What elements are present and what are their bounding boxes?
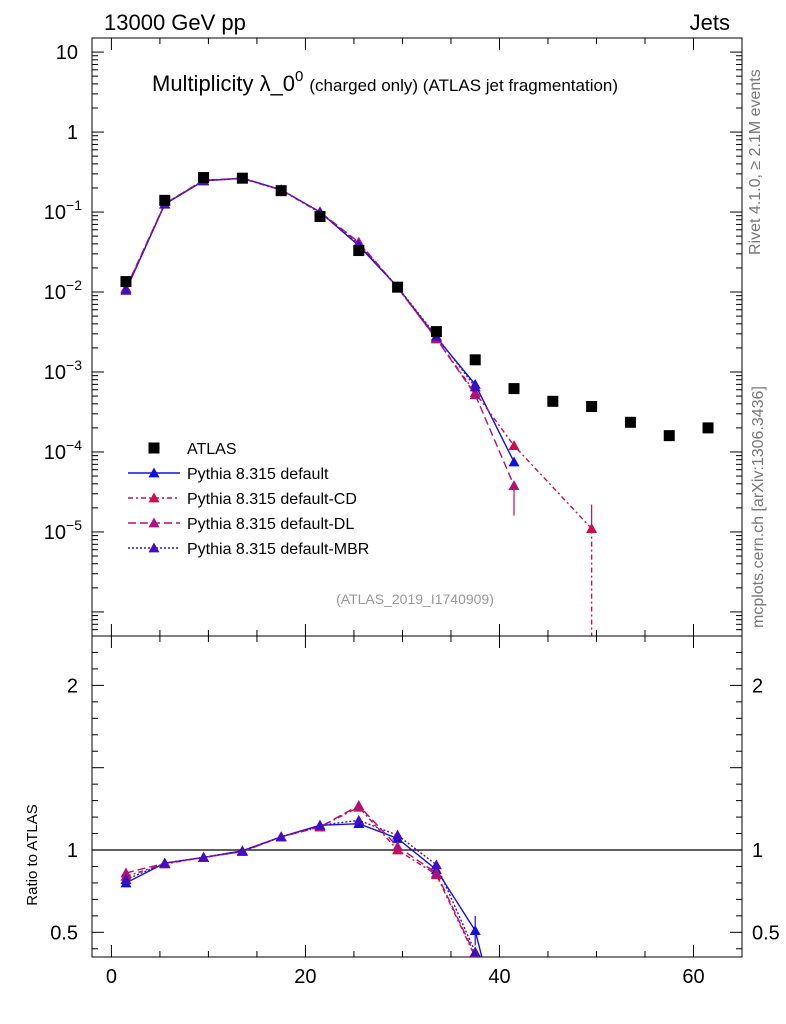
series-2-ratio-point — [392, 841, 404, 852]
series-3-ratio-point — [353, 814, 365, 825]
legend-marker — [148, 467, 160, 478]
atlas-data-point — [392, 281, 404, 293]
header-left: 13000 GeV pp — [104, 10, 246, 35]
analysis-id: (ATLAS_2019_I1740909) — [336, 591, 494, 607]
series-3-ratio-point — [159, 857, 171, 868]
ratio-y-tick-label: 2 — [67, 675, 78, 697]
series-3-ratio-point — [469, 946, 481, 957]
y-tick-exponent: −4 — [66, 437, 82, 453]
main-y-tick-label: 10−5 — [44, 517, 82, 544]
ratio-plot-area — [120, 800, 483, 957]
series-3-ratio-point — [198, 851, 210, 862]
ratio-frame — [91, 635, 743, 958]
legend-label: Pythia 8.315 default-DL — [187, 516, 354, 533]
main-y-tick-label: 10−1 — [44, 197, 82, 224]
atlas-data-point — [547, 395, 559, 407]
ratio-y-tick-label-right: 0.5 — [752, 922, 780, 944]
series-3-ratio-line — [125, 819, 479, 957]
y-tick-exponent: −5 — [66, 517, 82, 533]
atlas-data-point — [702, 422, 714, 434]
y-tick-base: 1 — [67, 122, 78, 144]
atlas-data-point — [469, 354, 481, 366]
atlas-data-point — [508, 383, 520, 395]
series-2-ratio-line — [125, 804, 477, 957]
atlas-data-point — [353, 245, 365, 257]
ratio-y-tick-label-right: 2 — [752, 675, 763, 697]
series-3-point — [120, 284, 132, 295]
chart-title-main: Multiplicity λ_0 — [152, 71, 295, 96]
series-0-ratio-line — [125, 822, 483, 957]
legend-marker-atlas — [148, 442, 160, 454]
atlas-data-point — [275, 185, 287, 197]
main-y-tick-label: 10−2 — [44, 277, 82, 304]
atlas-data-point — [120, 276, 132, 288]
legend-label: Pythia 8.315 default-CD — [187, 491, 357, 508]
main-plot-area — [120, 172, 714, 636]
series-2-line — [125, 177, 515, 486]
mcplots-label: mcplots.cern.ch [arXiv:1306.3436] — [750, 386, 767, 628]
series-3-ratio-point — [275, 831, 287, 842]
y-tick-base: 10 — [44, 362, 66, 384]
y-tick-base: 10 — [44, 202, 66, 224]
atlas-data-point — [430, 326, 442, 338]
main-y-tick-label: 1 — [67, 122, 78, 144]
series-3-ratio-point — [314, 819, 326, 830]
legend-marker — [148, 517, 160, 528]
atlas-data-point — [198, 172, 210, 184]
rivet-version-label: Rivet 4.1.0, ≥ 2.1M events — [747, 69, 764, 255]
series-3-line — [125, 177, 476, 388]
series-2-point — [469, 389, 481, 400]
main-y-tick-label: 10−3 — [44, 357, 82, 384]
series-0-point — [508, 456, 520, 467]
y-tick-base: 10 — [44, 442, 66, 464]
legend-marker — [148, 542, 160, 553]
ratio-ylabel: Ratio to ATLAS — [24, 804, 41, 905]
x-tick-label: 40 — [488, 966, 510, 988]
legend-label: Pythia 8.315 default — [187, 466, 329, 483]
series-3-point — [469, 381, 481, 392]
atlas-data-point — [236, 172, 248, 184]
chart-title-suffix: (charged only) (ATLAS jet fragmentation) — [309, 76, 618, 95]
series-2-point — [508, 480, 520, 490]
series-2-ratio-point — [430, 867, 442, 878]
main-y-tick-label: 10−4 — [44, 437, 82, 464]
legend-marker — [148, 492, 160, 503]
main-y-tick-label: 10 — [56, 42, 78, 64]
series-1-ratio-line — [125, 806, 477, 957]
series-2-ratio-point — [120, 867, 132, 878]
header-right: Jets — [690, 10, 730, 35]
legend-label: ATLAS — [187, 441, 237, 458]
atlas-data-point — [159, 194, 171, 206]
x-tick-label: 20 — [294, 966, 316, 988]
chart-title: Multiplicity λ_00 (charged only) (ATLAS j… — [152, 68, 618, 96]
y-tick-base: 10 — [44, 282, 66, 304]
legend: ATLAS Pythia 8.315 default Pythia 8.315 de… — [128, 441, 369, 558]
atlas-data-point — [586, 401, 598, 413]
ratio-y-tick-label: 1 — [67, 840, 78, 862]
y-tick-exponent: −2 — [66, 277, 82, 293]
y-tick-base: 10 — [56, 42, 78, 64]
series-3-ratio-point — [236, 845, 248, 856]
series-3-ratio-point — [430, 859, 442, 870]
ratio-panel: 0 20 40 60 2 2 1 1 0.5 0.5 — [50, 635, 780, 988]
series-3-ratio-point — [392, 829, 404, 840]
series-3-ratio-point — [120, 874, 132, 885]
legend-label: Pythia 8.315 default-MBR — [187, 541, 369, 558]
atlas-data-point — [624, 416, 636, 428]
series-2-ratio-point — [353, 800, 365, 810]
atlas-data-point — [663, 430, 675, 442]
y-tick-base: 10 — [44, 522, 66, 544]
atlas-data-point — [314, 210, 326, 222]
ratio-y-tick-label: 0.5 — [50, 922, 78, 944]
y-tick-exponent: −3 — [66, 357, 82, 373]
y-tick-exponent: −1 — [66, 197, 82, 213]
x-tick-label: 60 — [682, 966, 704, 988]
ratio-y-tick-label-right: 1 — [752, 840, 763, 862]
series-1-point — [508, 440, 520, 451]
x-tick-label: 0 — [106, 966, 117, 988]
chart-title-sup: 0 — [295, 68, 303, 85]
